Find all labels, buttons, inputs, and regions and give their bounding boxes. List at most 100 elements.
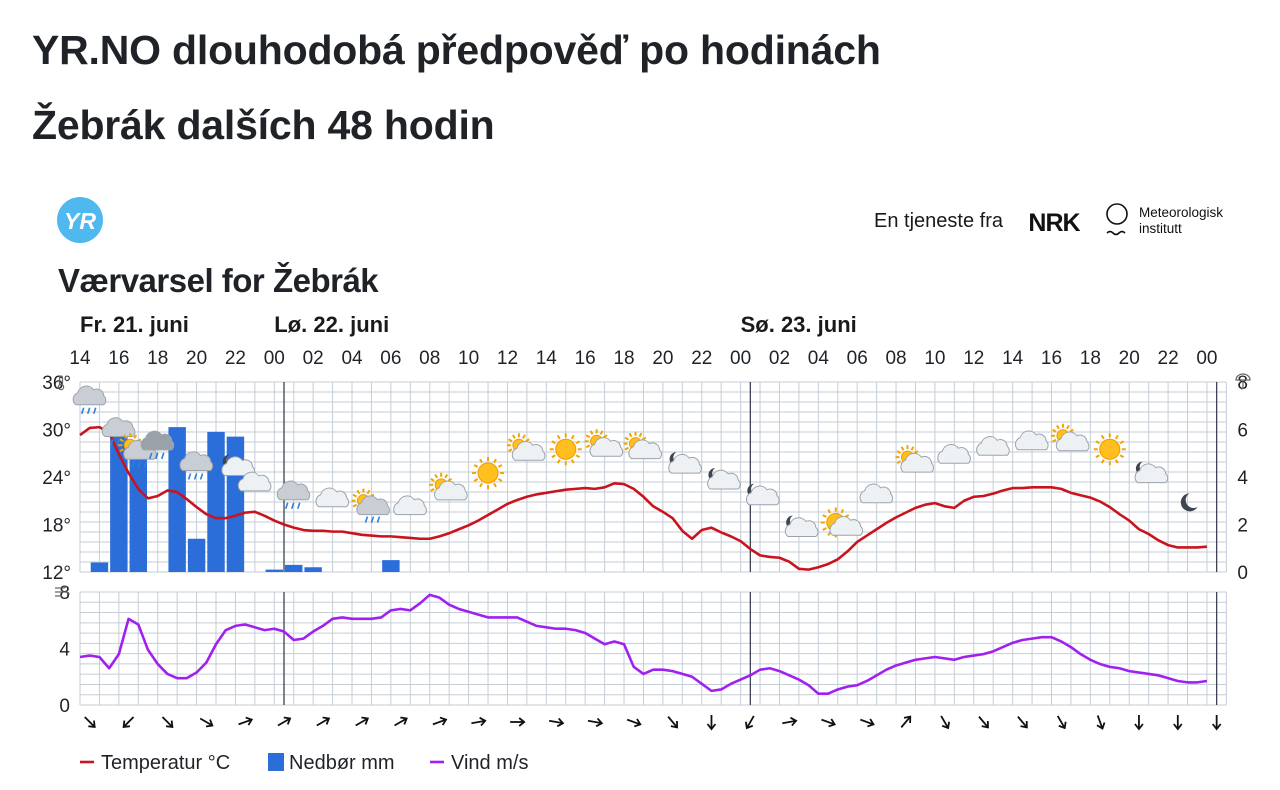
rain-heavy-cloud-icon xyxy=(140,430,175,460)
sun-ray xyxy=(493,482,497,488)
cloud-shape xyxy=(976,436,1010,456)
rain-icon xyxy=(179,451,214,480)
met-logo-line2: institutt xyxy=(1139,221,1182,236)
yr-logo[interactable]: YR xyxy=(57,197,103,243)
hour-tick-label: 16 xyxy=(1041,348,1062,369)
wind-arrow xyxy=(667,716,679,729)
sun-icon xyxy=(549,433,582,466)
rain-drop xyxy=(110,439,114,446)
hour-tick-label: 10 xyxy=(458,348,479,369)
wind-arrow xyxy=(510,717,526,727)
wind-arrow-shaft xyxy=(940,715,949,728)
hour-tick-label: 10 xyxy=(924,348,945,369)
partly-sunny-icon xyxy=(623,431,662,460)
sun-ray xyxy=(430,477,435,482)
sun-ray xyxy=(1052,428,1057,433)
partly-sunny-icon xyxy=(506,433,546,461)
precipitation-bar xyxy=(187,538,206,572)
precipitation-tick-label: 4 xyxy=(1237,468,1248,489)
wind-arrow-shaft xyxy=(123,716,135,727)
nrk-logo[interactable]: NRK xyxy=(1028,209,1081,237)
wind-arrow-head xyxy=(479,716,487,727)
cloud-shape xyxy=(745,485,780,506)
sun-ray xyxy=(356,489,361,495)
partly-night-icon xyxy=(745,483,780,506)
precipitation-bar xyxy=(304,567,322,572)
cloud-shape xyxy=(101,417,136,437)
sun-ray xyxy=(585,444,591,449)
met-logo[interactable]: Meteorologisk institutt xyxy=(1106,203,1223,236)
cloud-shape xyxy=(276,480,311,501)
sun-ray xyxy=(1114,434,1119,440)
rain-drop xyxy=(143,460,148,468)
wind-arrow-shaft xyxy=(238,719,252,726)
rain-drop xyxy=(376,516,381,523)
rain-icon xyxy=(276,480,311,510)
sun-ray xyxy=(507,448,513,453)
chart-grid xyxy=(79,381,1227,706)
wind-arrow-head xyxy=(400,716,408,725)
sun-ray xyxy=(603,434,608,439)
sun-ray xyxy=(638,432,643,438)
temperature-tick-label: 36° xyxy=(42,373,71,394)
sun-ray xyxy=(896,450,902,454)
partly-night-icon xyxy=(668,452,702,474)
wind-arrow xyxy=(940,715,950,730)
wind-arrow-head xyxy=(633,718,642,728)
partly-night-icon xyxy=(784,515,819,537)
wind-arrow-shaft xyxy=(432,719,446,726)
precipitation-bar xyxy=(129,441,148,572)
partly-sunny-rain-icon xyxy=(351,488,390,523)
data-lines xyxy=(79,425,1208,696)
cloud-shape xyxy=(859,483,894,504)
wind-arrow xyxy=(1096,715,1106,730)
sun-ray xyxy=(1056,424,1060,430)
hour-tick-label: 14 xyxy=(1002,348,1024,369)
sun-ray xyxy=(827,509,832,514)
wind-arrow-head xyxy=(1096,722,1106,730)
sun-ray xyxy=(551,440,556,445)
umbrella-icon-handle xyxy=(1240,380,1244,390)
rain-icon xyxy=(101,417,136,446)
wind-arrow xyxy=(706,715,717,731)
wind-arrow-shaft xyxy=(1017,716,1027,728)
rain-drop xyxy=(137,460,142,468)
partly-sunny-icon xyxy=(1050,423,1090,452)
wind-arrow-shaft xyxy=(161,716,173,727)
sun-cloud-icon xyxy=(820,507,864,538)
sun-disc xyxy=(555,438,577,460)
wind-arrow xyxy=(277,716,292,727)
sun-ray xyxy=(525,438,530,443)
wind-arrow-shaft xyxy=(1096,715,1103,728)
cloud-shape xyxy=(221,456,255,476)
wind-arrow-head xyxy=(903,715,912,724)
cloud-shape xyxy=(784,517,819,537)
sun-ray xyxy=(822,514,827,518)
partly-night-icon xyxy=(707,467,741,490)
wind-arrow-head xyxy=(1058,721,1067,730)
precipitation-tick-label: 0 xyxy=(1237,563,1248,584)
rain-drop xyxy=(199,473,204,480)
cloudy-icon xyxy=(859,483,894,504)
sun-icon xyxy=(472,457,505,490)
legend-swatch-box xyxy=(268,753,284,771)
temperature-line xyxy=(79,425,1208,571)
weather-symbols xyxy=(72,385,1198,538)
legend-label: Temperatur °C xyxy=(101,752,230,774)
sun-ray xyxy=(479,482,483,488)
sun-ray xyxy=(479,458,483,464)
hour-tick-label: 02 xyxy=(303,348,324,369)
yr-logo-text: YR xyxy=(64,208,96,234)
hour-tick-label: 08 xyxy=(419,348,440,369)
wind-arrow-shaft xyxy=(199,717,212,726)
yr-logo-circle xyxy=(57,197,103,243)
temperature-tick-label: 18° xyxy=(42,516,71,537)
day-label: Fr. 21. juni xyxy=(80,312,189,337)
temperature-tick-label: 30° xyxy=(42,421,71,442)
wind-arrow-shaft xyxy=(548,719,563,724)
wind-arrow-shaft xyxy=(900,716,911,728)
sun-disc xyxy=(477,462,499,484)
sun-ray xyxy=(575,454,581,459)
sun-ray xyxy=(585,434,591,439)
rain-icon xyxy=(72,385,107,415)
